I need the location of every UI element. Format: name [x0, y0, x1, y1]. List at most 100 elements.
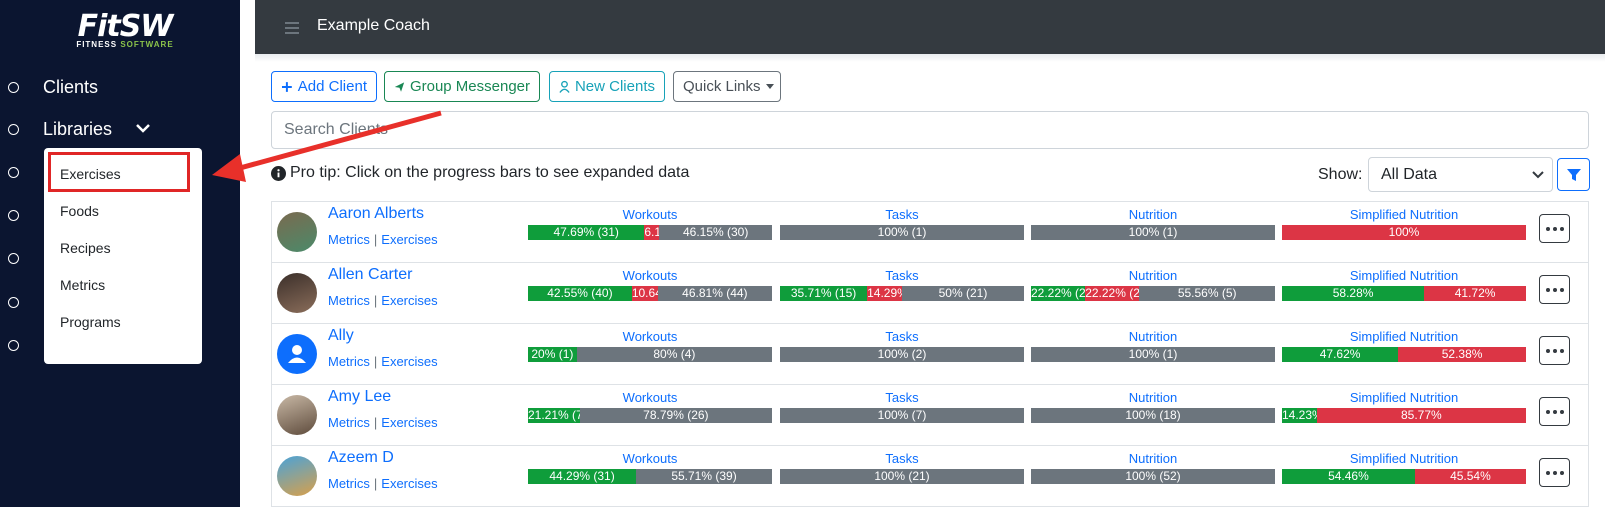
show-select[interactable]: All Data	[1368, 157, 1553, 192]
nutrition-title-link[interactable]: Nutrition	[1128, 390, 1178, 405]
nutrition-title-link[interactable]: Nutrition	[1128, 451, 1178, 466]
progress-segment: 52.38%	[1398, 347, 1526, 362]
metrics-link[interactable]: Metrics	[328, 354, 370, 369]
tasks-title-link[interactable]: Tasks	[885, 207, 919, 222]
workouts-progress-bar[interactable]: 21.21% (7 78.79% (26)	[528, 408, 772, 423]
simplified-progress-bar[interactable]: 100%	[1282, 225, 1526, 240]
nutrition-progress-bar[interactable]: 100% (1)	[1031, 347, 1275, 362]
metrics-link[interactable]: Metrics	[328, 415, 370, 430]
avatar[interactable]	[277, 273, 317, 313]
sidebar: FitSW FITNESS SOFTWARE Clients Libraries…	[0, 0, 240, 507]
progress-segment: 14.23%	[1282, 408, 1317, 423]
simplified-title-link[interactable]: Simplified Nutrition	[1349, 329, 1459, 344]
simplified-title-link[interactable]: Simplified Nutrition	[1349, 207, 1459, 222]
circle-icon	[8, 339, 19, 351]
more-options-button[interactable]	[1539, 397, 1570, 426]
metrics-link[interactable]: Metrics	[328, 476, 370, 491]
progress-segment: 45.54%	[1414, 469, 1526, 484]
workouts-title-link[interactable]: Workouts	[622, 329, 678, 344]
tasks-progress-bar[interactable]: 100% (2)	[780, 347, 1024, 362]
exercises-link[interactable]: Exercises	[381, 415, 438, 430]
link-separator: |	[373, 232, 378, 247]
fitsw-logo[interactable]: FitSW FITNESS SOFTWARE	[60, 12, 190, 52]
add-client-button[interactable]: Add Client	[271, 71, 377, 102]
simplified-title-link[interactable]: Simplified Nutrition	[1349, 390, 1459, 405]
group-messenger-button[interactable]: Group Messenger	[384, 71, 540, 102]
progress-segment: 47.69% (31)	[528, 225, 645, 240]
new-clients-button[interactable]: New Clients	[549, 71, 665, 102]
avatar[interactable]	[277, 456, 317, 496]
tasks-title-link[interactable]: Tasks	[885, 329, 919, 344]
tasks-title-link[interactable]: Tasks	[885, 268, 919, 283]
tasks-progress-bar[interactable]: 100% (1)	[780, 225, 1024, 240]
filter-button[interactable]	[1557, 158, 1590, 191]
tasks-title-link[interactable]: Tasks	[885, 390, 919, 405]
dropdown-item-recipes[interactable]: Recipes	[60, 240, 111, 256]
metrics-link[interactable]: Metrics	[328, 293, 370, 308]
dropdown-item-foods[interactable]: Foods	[60, 203, 99, 219]
progress-segment: 55.71% (39)	[636, 469, 772, 484]
workouts-progress-bar[interactable]: 44.29% (31) 55.71% (39)	[528, 469, 772, 484]
avatar[interactable]	[277, 212, 317, 252]
default-avatar-icon[interactable]	[277, 334, 317, 374]
workouts-progress-bar[interactable]: 20% (1) 80% (4)	[528, 347, 772, 362]
nutrition-title-link[interactable]: Nutrition	[1128, 268, 1178, 283]
search-input[interactable]	[271, 111, 1589, 149]
client-name-link[interactable]: Aaron Alberts	[328, 205, 425, 222]
exercises-link[interactable]: Exercises	[381, 354, 438, 369]
simplified-progress-bar[interactable]: 58.28% 41.72%	[1282, 286, 1526, 301]
workouts-progress-bar[interactable]: 47.69% (31)6.1546.15% (30)	[528, 225, 772, 240]
chevron-down-icon[interactable]	[135, 120, 151, 136]
exercises-link[interactable]: Exercises	[381, 476, 438, 491]
tasks-progress-bar[interactable]: 35.71% (15)14.29%50% (21)	[780, 286, 1024, 301]
nutrition-progress-bar[interactable]: 100% (52)	[1031, 469, 1275, 484]
simplified-progress-bar[interactable]: 14.23%85.77%	[1282, 408, 1526, 423]
more-options-button[interactable]	[1539, 336, 1570, 365]
tasks-progress-bar[interactable]: 100% (21)	[780, 469, 1024, 484]
nutrition-progress-bar[interactable]: 22.22% (2 22.22% (2 55.56% (5)	[1031, 286, 1275, 301]
tasks-progress-bar[interactable]: 100% (7)	[780, 408, 1024, 423]
sidebar-item-libraries[interactable]: Libraries	[0, 114, 240, 144]
exercises-link[interactable]: Exercises	[381, 232, 438, 247]
client-name-link[interactable]: Amy Lee	[328, 388, 392, 405]
workouts-title-link[interactable]: Workouts	[622, 451, 678, 466]
client-name-link[interactable]: Allen Carter	[328, 266, 413, 283]
progress-segment: 100% (1)	[780, 225, 1024, 240]
more-options-button[interactable]	[1539, 275, 1570, 304]
more-options-button[interactable]	[1539, 214, 1570, 243]
dropdown-item-programs[interactable]: Programs	[60, 314, 121, 330]
simplified-progress-bar[interactable]: 54.46% 45.54%	[1282, 469, 1526, 484]
nutrition-title-link[interactable]: Nutrition	[1128, 329, 1178, 344]
workouts-title-link[interactable]: Workouts	[622, 390, 678, 405]
sidebar-item-clients[interactable]: Clients	[0, 72, 240, 102]
simplified-title-link[interactable]: Simplified Nutrition	[1349, 451, 1459, 466]
dropdown-item-exercises[interactable]: Exercises	[60, 166, 121, 182]
dropdown-item-metrics[interactable]: Metrics	[60, 277, 106, 293]
more-options-button[interactable]	[1539, 458, 1570, 487]
client-name-link[interactable]: Azeem D	[328, 449, 394, 466]
avatar[interactable]	[277, 395, 317, 435]
header-shadow	[255, 54, 1605, 62]
metrics-link[interactable]: Metrics	[328, 232, 370, 247]
workouts-progress-bar[interactable]: 42.55% (40)10.6446.81% (44)	[528, 286, 772, 301]
hamburger-icon[interactable]	[285, 22, 299, 34]
progress-segment: 47.62%	[1282, 347, 1399, 362]
exercises-link[interactable]: Exercises	[381, 293, 438, 308]
client-links: Metrics | Exercises	[328, 354, 438, 369]
simplified-progress-bar[interactable]: 47.62% 52.38%	[1282, 347, 1526, 362]
workouts-title-link[interactable]: Workouts	[622, 268, 678, 283]
logo-sub-right: SOFTWARE	[120, 40, 174, 49]
nutrition-title-link[interactable]: Nutrition	[1128, 207, 1178, 222]
progress-segment: 44.29% (31)	[528, 469, 637, 484]
quick-links-dropdown[interactable]: Quick Links	[673, 71, 781, 102]
filter-icon	[1566, 168, 1581, 181]
nutrition-progress-bar[interactable]: 100% (18)	[1031, 408, 1275, 423]
tasks-title-link[interactable]: Tasks	[885, 451, 919, 466]
client-row: Aaron Alberts Metrics | Exercises Workouts 47…	[272, 202, 1588, 263]
client-links: Metrics | Exercises	[328, 476, 438, 491]
simplified-title-link[interactable]: Simplified Nutrition	[1349, 268, 1459, 283]
caret-down-icon	[765, 84, 774, 89]
client-name-link[interactable]: Ally	[328, 327, 354, 344]
workouts-title-link[interactable]: Workouts	[622, 207, 678, 222]
nutrition-progress-bar[interactable]: 100% (1)	[1031, 225, 1275, 240]
